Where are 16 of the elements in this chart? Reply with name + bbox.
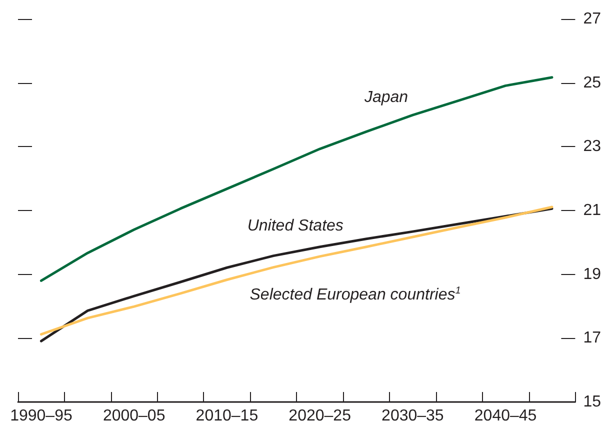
- line-series: [40, 76, 554, 282]
- x-tick-label: 2020–25: [288, 408, 352, 424]
- y-tick-label: 21: [583, 202, 602, 219]
- y-tick-label: 25: [583, 74, 602, 92]
- x-tick-label: 2010–15: [196, 408, 258, 424]
- y-tick-label: 19: [583, 266, 602, 283]
- y-tick-label: 27: [583, 10, 602, 28]
- x-tick-label: 2040–45: [474, 408, 537, 424]
- series-label: United States: [247, 217, 344, 234]
- x-tick-label: 2000–05: [102, 408, 166, 424]
- y-tick-label: 23: [583, 138, 602, 156]
- y-tick-label: 15: [583, 394, 602, 410]
- x-tick-label: 1990–95: [10, 408, 72, 424]
- x-tick-label: 2030–35: [382, 408, 444, 424]
- y-tick-label: 17: [583, 330, 602, 347]
- series-label: Japan: [363, 89, 408, 106]
